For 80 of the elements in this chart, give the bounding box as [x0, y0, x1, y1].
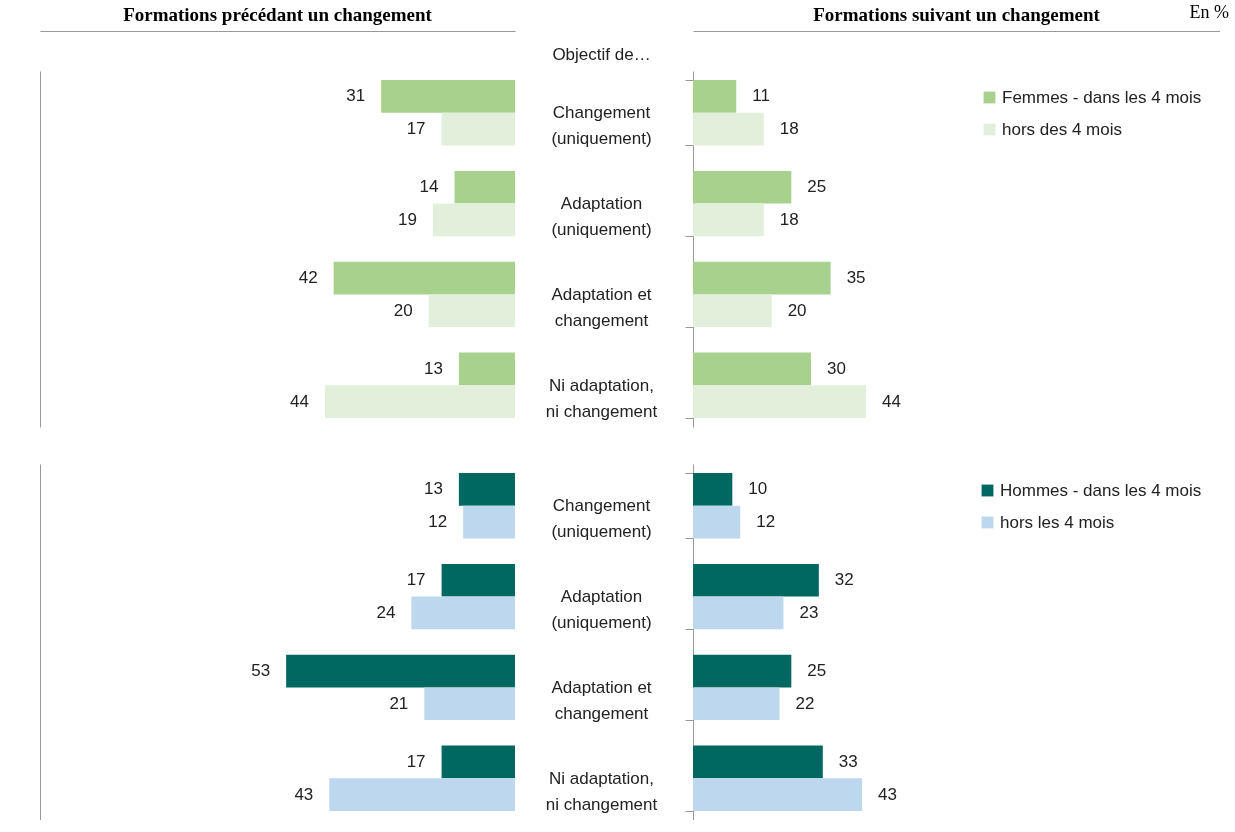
- data-label: 44: [882, 391, 901, 411]
- data-label: 25: [807, 661, 827, 681]
- bar: [441, 112, 515, 146]
- bar: [411, 596, 515, 630]
- data-label: 17: [406, 751, 426, 771]
- bar: [325, 385, 515, 418]
- bar: [693, 505, 741, 539]
- bar: [286, 654, 515, 688]
- data-label: 42: [298, 268, 318, 288]
- bar: [424, 687, 515, 721]
- data-label: 21: [389, 693, 409, 713]
- bar: [693, 261, 831, 295]
- bar: [693, 385, 867, 418]
- bar: [428, 294, 515, 328]
- data-label: 10: [748, 479, 768, 499]
- bar: [458, 473, 515, 506]
- text: En %: [1189, 2, 1229, 23]
- bar: [333, 261, 515, 295]
- data-label: 43: [878, 784, 898, 804]
- y-tick-label: Adaptation et changement: [551, 677, 652, 723]
- bar: [693, 352, 811, 386]
- bar: [432, 203, 515, 237]
- bar: [693, 112, 764, 146]
- data-label: 18: [779, 119, 799, 139]
- data-label: 13: [423, 358, 443, 378]
- data-label: 30: [826, 358, 846, 378]
- data-label: 22: [795, 693, 815, 713]
- data-label: 20: [393, 300, 413, 320]
- data-label: 18: [779, 209, 799, 229]
- data-label: 17: [406, 119, 426, 139]
- y-tick-label: Ni adaptation, ni changement: [545, 768, 658, 814]
- data-label: 31: [346, 86, 366, 106]
- data-label: 17: [406, 570, 426, 590]
- legend-label: hors des 4 mois: [1002, 119, 1122, 139]
- bar: [458, 352, 515, 386]
- y-tick-label: Ni adaptation, ni changement: [545, 375, 658, 421]
- bar: [693, 563, 819, 597]
- y-tick-label: Adaptation (uniquement): [551, 194, 652, 240]
- data-label: 53: [251, 661, 271, 681]
- legend-label: Femmes - dans les 4 mois: [1002, 87, 1202, 107]
- data-label: 24: [376, 602, 396, 622]
- bar: [381, 80, 515, 113]
- data-label: 12: [428, 512, 448, 532]
- bar: [693, 170, 792, 204]
- data-label: 35: [846, 268, 866, 288]
- data-label: 11: [752, 86, 770, 106]
- bar: [693, 654, 792, 688]
- bar: [693, 687, 780, 721]
- data-label: 23: [799, 602, 819, 622]
- bar: [463, 505, 515, 539]
- bar: [693, 203, 764, 237]
- bar: [693, 778, 863, 811]
- bar: [441, 745, 515, 779]
- bar: [693, 596, 784, 630]
- data-label: 12: [756, 512, 776, 532]
- data-label: 32: [834, 570, 854, 590]
- data-label: 14: [419, 177, 439, 197]
- data-label: 25: [807, 177, 827, 197]
- data-label: 13: [423, 479, 443, 499]
- bar: [441, 563, 515, 597]
- bar: [693, 745, 823, 779]
- y-tick-label: Changement (uniquement): [551, 103, 652, 149]
- y-axis-title: Objectif de…: [552, 44, 651, 64]
- bar: [693, 80, 737, 113]
- legend-label: hors les 4 mois: [1000, 512, 1115, 532]
- data-label: 44: [290, 391, 309, 411]
- data-label: 33: [838, 751, 858, 771]
- y-tick-label: Adaptation (uniquement): [551, 587, 652, 633]
- bar: [329, 778, 515, 811]
- bar: [693, 294, 772, 328]
- bar: [454, 170, 515, 204]
- bar: [693, 473, 733, 506]
- y-tick-label: Changement (uniquement): [551, 496, 652, 542]
- data-label: 20: [787, 300, 807, 320]
- chart-title: Formations précédant un changement: [123, 4, 433, 25]
- data-label: 19: [398, 209, 417, 229]
- chart-title: Formations suivant un changement: [813, 4, 1101, 25]
- data-label: 43: [294, 784, 314, 804]
- y-tick-label: Adaptation et changement: [551, 284, 652, 330]
- legend-label: Hommes - dans les 4 mois: [1000, 480, 1202, 500]
